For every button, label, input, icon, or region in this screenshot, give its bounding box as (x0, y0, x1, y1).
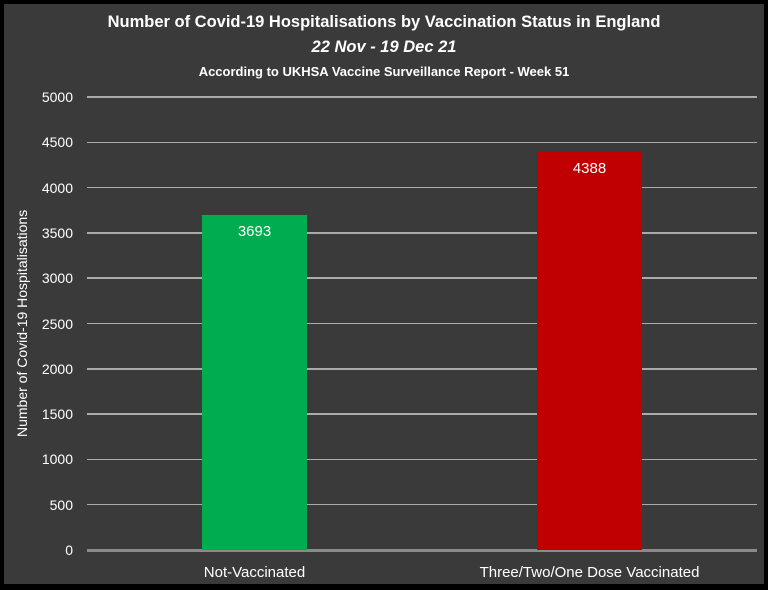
gridline-1000 (87, 458, 757, 461)
y-tick-label-1500: 1500 (41, 406, 73, 423)
y-tick-label-4500: 4500 (41, 134, 73, 151)
gridline-500 (87, 503, 757, 506)
y-tick-label-1000: 1000 (41, 451, 73, 468)
y-tick-label-4000: 4000 (41, 179, 73, 196)
gridline-5000 (87, 96, 757, 98)
chart-subtitle-date-range: 22 Nov - 19 Dec 21 (311, 38, 457, 56)
x-axis-line (87, 549, 757, 552)
bar-not-vaccinated (202, 215, 307, 550)
gridline-2500 (87, 322, 757, 325)
y-tick-label-5000: 5000 (41, 89, 73, 105)
chart-title: Number of Covid-19 Hospitalisations by V… (107, 13, 661, 31)
plot-area: 3693 4388 (87, 96, 757, 552)
y-tick-label-500: 500 (49, 496, 73, 513)
bar-three-two-one-dose-vaccinated (537, 152, 642, 550)
gridline-4000 (87, 186, 757, 189)
x-category-label: Not-Vaccinated (203, 564, 306, 581)
gridline-2000 (87, 368, 757, 370)
gridline-3000 (87, 277, 757, 279)
chart-source-note: According to UKHSA Vaccine Surveillance … (198, 64, 570, 79)
x-category-label: Three/Two/One Dose Vaccinated (479, 564, 700, 581)
bar-value-label: 3693 (237, 223, 272, 241)
y-tick-label-2500: 2500 (41, 315, 73, 332)
gridline-4500 (87, 141, 757, 144)
gridline-3500 (87, 232, 757, 234)
bar-value-label: 4388 (572, 160, 607, 178)
gridline-1500 (87, 413, 757, 415)
y-tick-label-2000: 2000 (41, 360, 73, 377)
y-tick-label-3000: 3000 (41, 270, 73, 287)
y-tick-label-0: 0 (65, 542, 73, 558)
y-tick-label-3500: 3500 (41, 224, 73, 241)
